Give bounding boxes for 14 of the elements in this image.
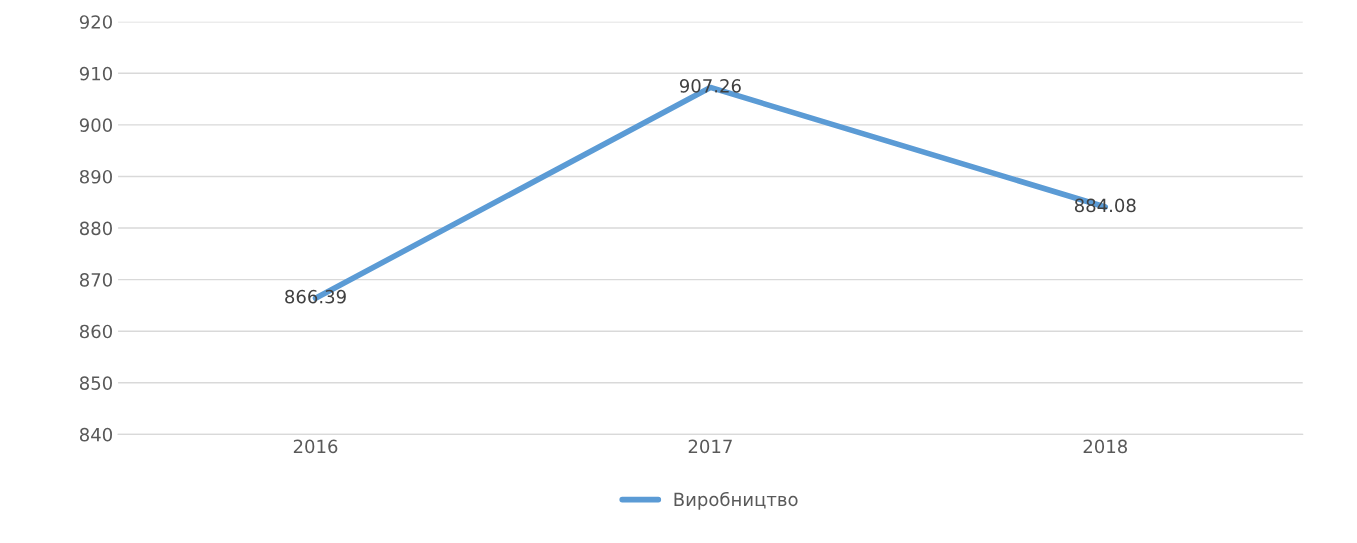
- y-tick-label: 840: [79, 427, 112, 442]
- y-tick-label: 860: [79, 324, 112, 339]
- y-tick-label: 880: [79, 221, 112, 236]
- y-tick-label: 850: [79, 376, 112, 390]
- y-tick-label: 870: [79, 273, 112, 287]
- x-tick-label: 2018: [1083, 439, 1128, 454]
- x-tick-label: 2016: [293, 439, 338, 454]
- legend-label: Виробництво: [674, 491, 798, 510]
- x-tick-label: 2017: [688, 439, 732, 454]
- data-label: 907.26: [679, 79, 741, 93]
- y-tick-label: 900: [79, 118, 112, 133]
- y-tick-label: 910: [79, 66, 112, 81]
- y-tick-label: 920: [79, 15, 112, 29]
- y-tick-label: 890: [79, 169, 112, 184]
